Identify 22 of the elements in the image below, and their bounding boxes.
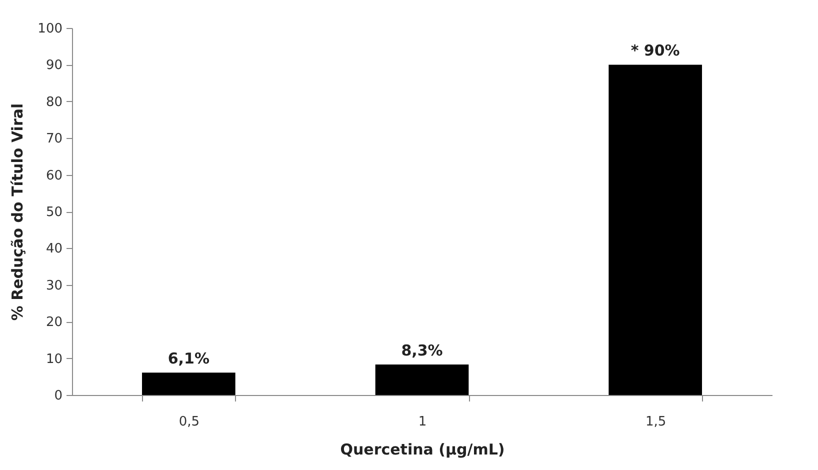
y-tick-label: 30: [46, 278, 62, 294]
x-tick-label: 1: [418, 414, 427, 430]
x-tick-label: 0,5: [178, 414, 200, 430]
y-axis-title: % Redução do Título Viral: [8, 103, 27, 321]
data-label: 8,3%: [401, 342, 443, 360]
data-label: * 90%: [630, 42, 680, 60]
bar: [608, 64, 702, 395]
y-tick-label: 20: [46, 315, 62, 330]
y-tick-label: 50: [46, 205, 62, 220]
y-tick-label: 40: [46, 242, 62, 257]
data-label: 6,1%: [168, 350, 210, 368]
y-tick-label: 90: [46, 58, 62, 74]
x-axis-title: Quercetina (µg/mL): [340, 440, 505, 458]
x-tick-label: 1,5: [645, 414, 666, 430]
y-tick-label: 0: [54, 388, 62, 404]
y-tick-label: 60: [46, 168, 62, 184]
bar: [375, 364, 469, 395]
y-tick-label: 80: [46, 94, 62, 110]
bar: [142, 372, 236, 395]
y-tick-label: 10: [46, 352, 62, 367]
y-tick-label: 70: [46, 132, 62, 147]
y-tick-label: 100: [38, 22, 62, 36]
